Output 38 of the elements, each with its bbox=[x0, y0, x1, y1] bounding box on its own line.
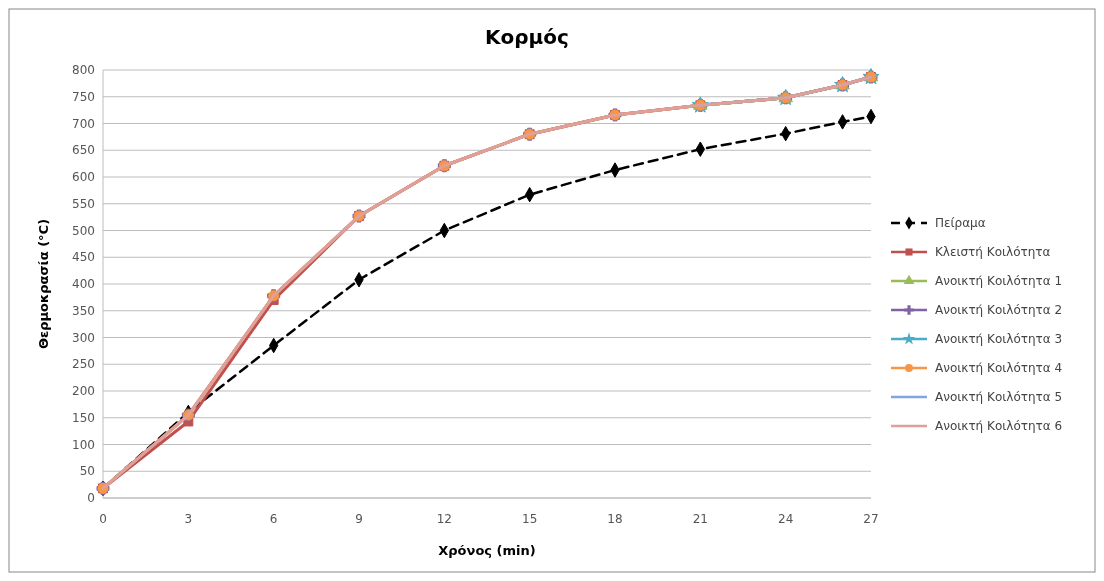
legend-label: Ανοικτή Κοιλότητα 2 bbox=[935, 303, 1063, 318]
x-tick-label: 21 bbox=[692, 512, 708, 526]
y-tick-label: 700 bbox=[72, 116, 95, 131]
legend-label: Ανοικτή Κοιλότητα 5 bbox=[935, 390, 1063, 405]
x-tick-label: 9 bbox=[355, 512, 363, 526]
y-tick-label: 500 bbox=[72, 223, 95, 238]
legend-label: Ανοικτή Κοιλότητα 6 bbox=[935, 419, 1063, 434]
x-tick-label: 15 bbox=[522, 512, 538, 526]
y-tick-label: 450 bbox=[72, 250, 95, 265]
y-tick-label: 0 bbox=[87, 491, 95, 506]
y-tick-label: 800 bbox=[72, 63, 95, 78]
y-tick-label: 600 bbox=[72, 170, 95, 185]
legend-label: Ανοικτή Κοιλότητα 1 bbox=[935, 274, 1063, 289]
x-axis-title: Χρόνος (min) bbox=[438, 543, 536, 558]
legend-label: Ανοικτή Κοιλότητα 4 bbox=[935, 361, 1063, 376]
legend-label: Ανοικτή Κοιλότητα 3 bbox=[935, 332, 1063, 347]
y-tick-label: 550 bbox=[72, 196, 95, 211]
y-tick-label: 650 bbox=[72, 143, 95, 158]
y-tick-label: 150 bbox=[72, 410, 95, 425]
x-tick-label: 12 bbox=[436, 512, 452, 526]
x-tick-label: 27 bbox=[863, 512, 879, 526]
y-tick-label: 300 bbox=[72, 330, 95, 345]
legend-label: Πείραμα bbox=[935, 216, 986, 231]
x-tick-label: 3 bbox=[184, 512, 193, 526]
x-tick-label: 24 bbox=[778, 512, 794, 526]
y-tick-label: 400 bbox=[72, 277, 95, 292]
y-tick-label: 750 bbox=[72, 89, 95, 104]
y-tick-label: 200 bbox=[72, 384, 95, 399]
legend-label: Κλειστή Κοιλότητα bbox=[935, 245, 1051, 260]
x-tick-label: 0 bbox=[99, 512, 107, 526]
y-tick-label: 250 bbox=[72, 357, 95, 372]
y-tick-label: 350 bbox=[72, 303, 95, 318]
x-tick-label: 6 bbox=[269, 512, 278, 526]
chart-title: Κορμός bbox=[485, 25, 569, 49]
y-tick-label: 100 bbox=[72, 437, 95, 452]
y-tick-label: 50 bbox=[79, 464, 95, 479]
x-tick-label: 18 bbox=[607, 512, 623, 526]
y-axis-title: Θερμοκρασία (°C) bbox=[36, 218, 51, 350]
